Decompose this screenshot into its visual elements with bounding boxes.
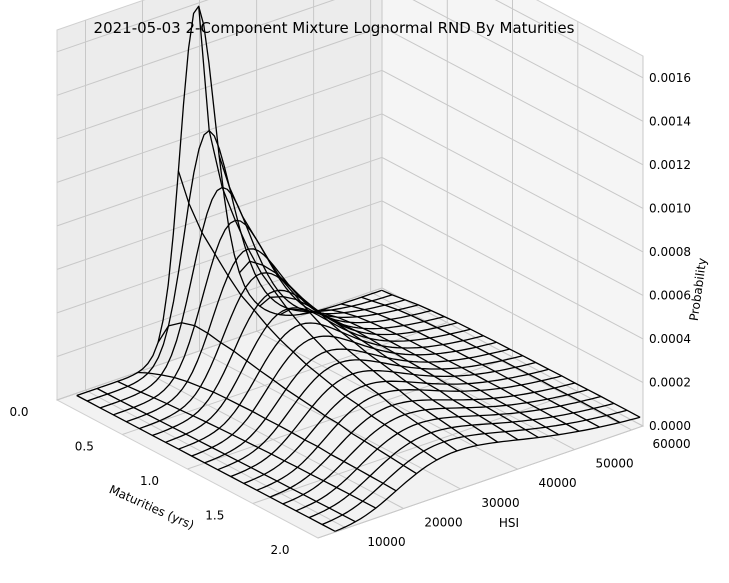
grid-line-probability [56, 0, 644, 79]
density-curve [178, 322, 484, 450]
z-tick-label: 0.0006 [649, 288, 691, 302]
maturity-line [137, 371, 397, 492]
grid-lines [56, 0, 644, 539]
grid-line-probability [56, 200, 644, 340]
tick-labels: 0.0 0.5 1.0 1.5 2.0 10000 20000 30000 40000 50000… [9, 71, 691, 557]
density-curve [76, 5, 383, 397]
density-curve [86, 129, 393, 402]
maturity-line [300, 310, 560, 436]
density-curve [334, 416, 641, 532]
maturity-line [340, 303, 600, 428]
maturity-line [320, 309, 580, 432]
maturity-line [361, 296, 621, 424]
y-tick-label: 40000 [539, 476, 577, 490]
density-curve [282, 389, 589, 505]
density-curve [269, 382, 576, 498]
grid-line-probability [56, 0, 644, 122]
x-tick-label: 0.0 [9, 405, 28, 419]
density-curve [152, 289, 458, 437]
chart-title: 2021-05-03 2-Component Mixture Lognormal… [94, 19, 575, 37]
z-tick-label: 0.0016 [649, 71, 691, 85]
x-tick-label: 1.0 [140, 474, 159, 488]
density-curve [295, 395, 602, 512]
y-tick-label: 20000 [424, 516, 462, 530]
maturity-line [381, 289, 641, 418]
grid-line-probability [56, 113, 644, 253]
z-tick-label: 0.0014 [649, 114, 691, 128]
z-tick-label: 0.0002 [649, 376, 691, 390]
z-tick-label: 0.0000 [649, 419, 691, 433]
density-curve [165, 307, 471, 443]
density-curve [243, 368, 549, 485]
x-axis-label: Maturities (yrs) [107, 482, 196, 532]
y-axis-label: HSI [499, 516, 519, 530]
maturity-line [96, 387, 356, 523]
maturity-line [238, 260, 499, 443]
z-tick-label: 0.0004 [649, 332, 691, 346]
z-tick-label: 0.0010 [649, 201, 691, 215]
grid-line-probability [56, 243, 644, 383]
maturity-line [157, 322, 417, 475]
axes-panes [55, 0, 645, 539]
grid-line-probability [56, 156, 644, 296]
density-curve [321, 409, 628, 526]
x-tick-label: 0.5 [75, 440, 94, 454]
density-curve [99, 186, 406, 409]
surface-wireframe [76, 5, 641, 532]
y-tick-label: 60000 [653, 437, 691, 451]
density-curve [256, 375, 562, 491]
maturity-line [218, 155, 478, 446]
maturity-line [259, 295, 519, 441]
grid-line-probability [56, 69, 644, 209]
density-curve [308, 402, 615, 519]
maturity-line [177, 170, 438, 461]
x-tick-label: 1.5 [205, 509, 224, 523]
maturity-line [76, 394, 336, 532]
z-axis-label: Probability [687, 257, 710, 322]
density-curve [126, 248, 432, 423]
grid-line-probability [56, 26, 644, 166]
maturity-line [198, 6, 458, 452]
maturity-line [117, 380, 377, 509]
x-tick-label: 2.0 [270, 543, 289, 557]
density-curve [217, 355, 523, 471]
y-tick-label: 50000 [596, 457, 634, 471]
grid-line-probability [56, 287, 644, 427]
y-tick-label: 10000 [367, 535, 405, 549]
z-tick-label: 0.0008 [649, 245, 691, 259]
z-tick-label: 0.0012 [649, 158, 691, 172]
maturity-line [279, 308, 539, 439]
density-curve [204, 348, 510, 464]
density-curve [230, 361, 536, 478]
y-tick-label: 30000 [481, 496, 519, 510]
density-curve [191, 335, 497, 457]
